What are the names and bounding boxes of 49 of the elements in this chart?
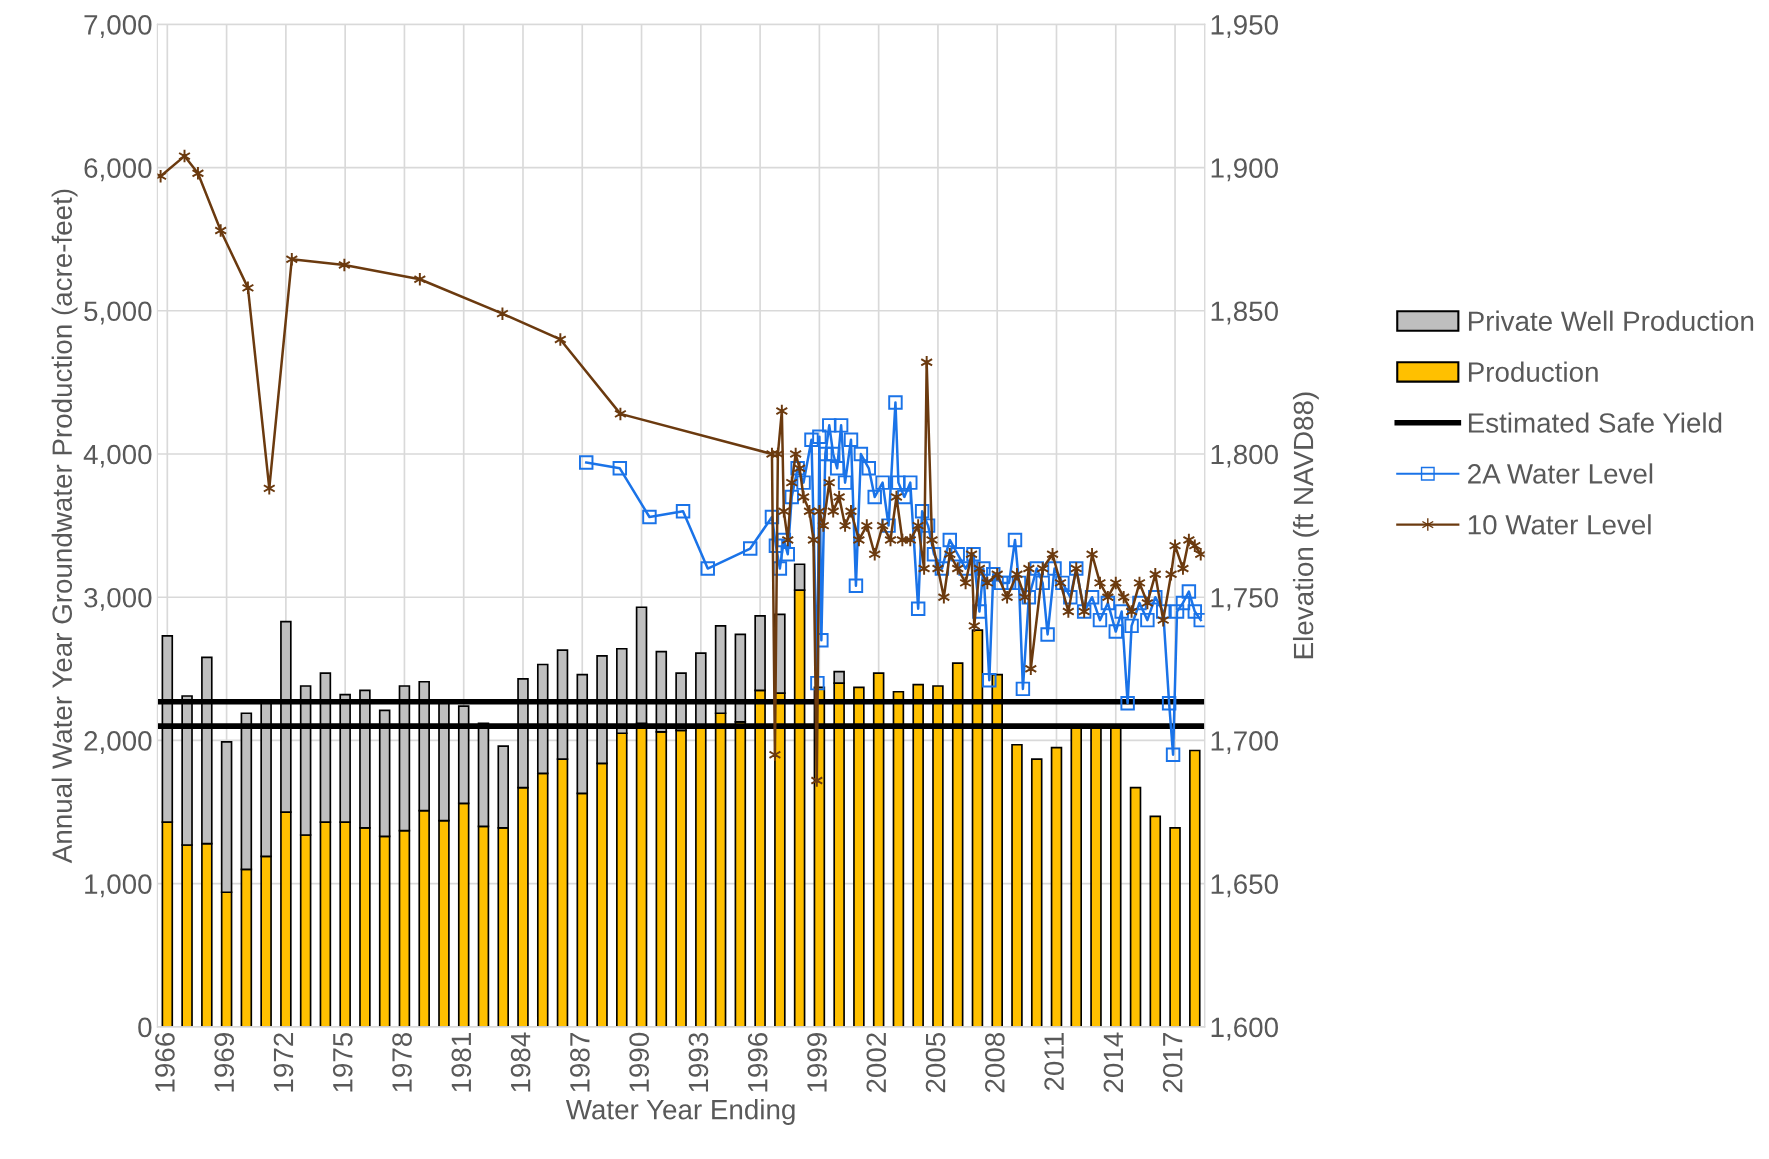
y2-tick-label: 1,900 — [1211, 158, 1278, 182]
y-tick-label: 3,000 — [84, 587, 152, 611]
bar — [1169, 826, 1181, 1027]
x-tick-label: 1999 — [807, 1033, 827, 1092]
x-tick-label: 1993 — [688, 1032, 709, 1092]
y2-tick-label: 1,650 — [1211, 874, 1278, 898]
legend-label: Production — [1468, 361, 1598, 382]
y-tick-label: 2,000 — [84, 731, 152, 755]
y-tick-label: 6,000 — [84, 158, 152, 182]
y2-tick-label: 1,850 — [1211, 301, 1278, 325]
x-axis-title: Water Year Ending — [565, 1099, 795, 1125]
bar — [1149, 815, 1162, 1027]
bar — [1050, 746, 1063, 1027]
y2-axis-title: Elevation (ft NAVD88) — [1292, 392, 1319, 659]
bar — [1030, 758, 1043, 1027]
x-tick-label: 2017 — [1162, 1033, 1183, 1093]
y2-tick-label: 1,750 — [1211, 587, 1278, 611]
legend-label: 10 Water Level — [1468, 514, 1651, 535]
x-tick-label: 2002 — [866, 1033, 887, 1093]
bar — [1011, 743, 1023, 1027]
x-tick-label: 1981 — [451, 1033, 472, 1092]
y-tick-label: 5,000 — [84, 301, 152, 325]
x-tick-label: 1987 — [570, 1033, 590, 1092]
x-tick-label: 1969 — [214, 1033, 235, 1092]
x-tick-label: 1984 — [510, 1032, 531, 1092]
y-tick-label: 1,000 — [85, 874, 152, 898]
legend-label: 2A Water Level — [1468, 463, 1653, 484]
x-tick-label: 1996 — [747, 1032, 768, 1092]
x-tick-label: 1990 — [629, 1032, 649, 1092]
x-tick-label: 2011 — [1044, 1033, 1064, 1091]
bar — [1189, 749, 1201, 1027]
y-axis-title: Annual Water Year Groundwater Production (acre-feet) — [51, 189, 78, 864]
legend-label: Estimated Safe Yield — [1468, 412, 1722, 433]
x-tick-label: 1975 — [332, 1032, 353, 1092]
y2-tick-label: 1,600 — [1211, 1017, 1278, 1041]
y2-tick-label: 1,950 — [1211, 15, 1278, 38]
y-tick-label: 4,000 — [83, 444, 152, 468]
y-tick-label: 7,000 — [84, 15, 152, 38]
bar — [1129, 786, 1142, 1027]
x-tick-label: 2008 — [985, 1032, 1005, 1093]
x-tick-label: 1966 — [155, 1032, 175, 1092]
x-tick-label: 1972 — [273, 1033, 294, 1092]
y-tick-label: 0 — [138, 1017, 152, 1038]
x-tick-label: 1978 — [392, 1032, 412, 1092]
x-tick-label: 2014 — [1103, 1032, 1124, 1093]
y2-tick-label: 1,800 — [1211, 444, 1278, 468]
legend-label: Private Well Production — [1468, 310, 1754, 332]
y2-tick-label: 1,700 — [1211, 731, 1278, 755]
x-tick-label: 2005 — [925, 1032, 946, 1093]
